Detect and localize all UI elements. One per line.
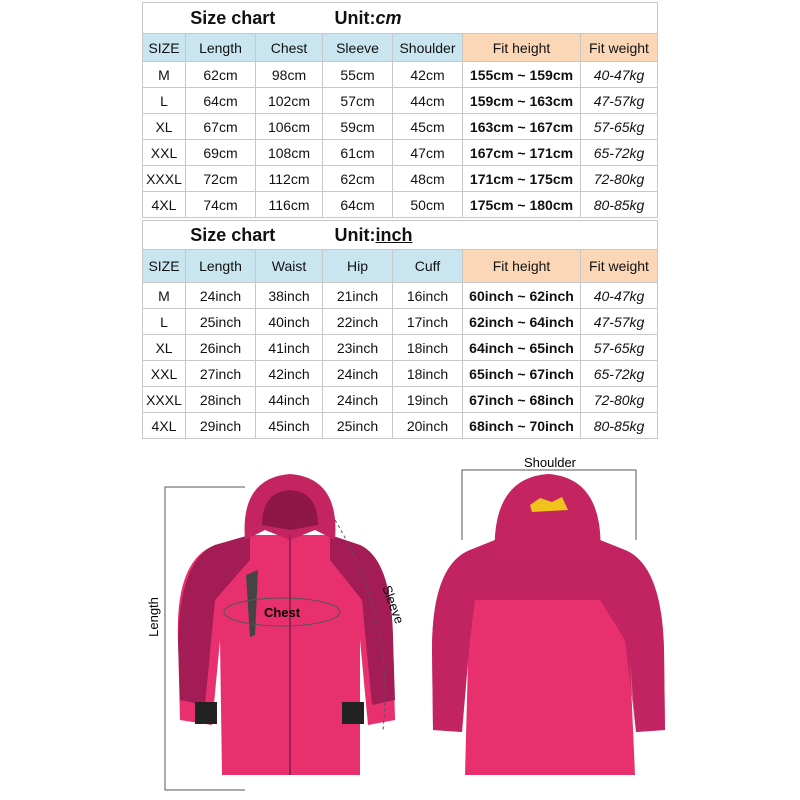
size-row: 4XL 29inch 45inch 25inch 20inch 68inch ~ 70in… <box>142 412 658 439</box>
column-header: Sleeve <box>322 33 393 62</box>
chest-label: Chest <box>264 605 301 620</box>
size-table: Size chart Unit:cm SIZE Length Chest Sleeve Sh… <box>142 2 658 218</box>
size-row: XXL 27inch 42inch 24inch 18inch 65inch ~ 67in… <box>142 360 658 387</box>
cell: 62inch ~ 64inch <box>462 308 581 335</box>
cell: 4XL <box>142 412 186 439</box>
cell: 167cm ~ 171cm <box>462 139 581 166</box>
cell: 24inch <box>185 282 256 309</box>
column-header: SIZE <box>142 249 186 283</box>
cell: 163cm ~ 167cm <box>462 113 581 140</box>
cell: 40-47kg <box>580 61 658 88</box>
cell: 29inch <box>185 412 256 439</box>
cell: 38inch <box>255 282 323 309</box>
cell: 27inch <box>185 360 256 387</box>
unit-label: Unit: <box>334 224 376 245</box>
column-header: Length <box>185 33 256 62</box>
cell: 106cm <box>255 113 323 140</box>
column-header: Shoulder <box>392 33 463 62</box>
cell: 65-72kg <box>580 360 658 387</box>
table-title: Size chart <box>190 224 276 245</box>
cell: 64cm <box>322 191 393 218</box>
cell: 65-72kg <box>580 139 658 166</box>
size-row: M 62cm 98cm 55cm 42cm 155cm ~ 159cm 40-47kg <box>142 61 658 88</box>
cell: 59cm <box>322 113 393 140</box>
cell: 42cm <box>392 61 463 88</box>
column-header: Fit weight <box>580 33 658 62</box>
cell: XXL <box>142 139 186 166</box>
title-cell: Size chart <box>142 2 323 34</box>
column-header: Waist <box>255 249 323 283</box>
cell: 67inch ~ 68inch <box>462 386 581 413</box>
table-title: Size chart <box>190 7 276 28</box>
cell: 24inch <box>322 386 393 413</box>
cell: 50cm <box>392 191 463 218</box>
cell: 47-57kg <box>580 87 658 114</box>
column-header: Cuff <box>392 249 463 283</box>
cell: 175cm ~ 180cm <box>462 191 581 218</box>
title-row: Size chart Unit:cm <box>142 2 658 34</box>
cell: 64cm <box>185 87 256 114</box>
column-header: Length <box>185 249 256 283</box>
front-jacket <box>177 474 395 775</box>
cell: 17inch <box>392 308 463 335</box>
cell: 20inch <box>392 412 463 439</box>
column-header: Fit height <box>462 33 581 62</box>
size-row: XL 67cm 106cm 59cm 45cm 163cm ~ 167cm 57-65kg <box>142 113 658 140</box>
cell: 69cm <box>185 139 256 166</box>
unit-label: Unit: <box>334 7 376 28</box>
cell: 57-65kg <box>580 334 658 361</box>
column-header: Fit weight <box>580 249 658 283</box>
cell: 4XL <box>142 191 186 218</box>
size-table: Size chart Unit:inch SIZE Length Waist Hip Cuf… <box>142 220 658 439</box>
cell: 48cm <box>392 165 463 192</box>
cell: 41inch <box>255 334 323 361</box>
cell: 23inch <box>322 334 393 361</box>
size-row: 4XL 74cm 116cm 64cm 50cm 175cm ~ 180cm 80-85kg <box>142 191 658 218</box>
cell: 22inch <box>322 308 393 335</box>
cell: 44cm <box>392 87 463 114</box>
column-header: SIZE <box>142 33 186 62</box>
cell: 80-85kg <box>580 191 658 218</box>
cell: 16inch <box>392 282 463 309</box>
length-label: Length <box>146 597 161 637</box>
cell: 80-85kg <box>580 412 658 439</box>
back-jacket <box>432 474 665 775</box>
column-header: Chest <box>255 33 323 62</box>
cell: 62cm <box>185 61 256 88</box>
size-row: XL 26inch 41inch 23inch 18inch 64inch ~ 65inc… <box>142 334 658 361</box>
column-header: Hip <box>322 249 393 283</box>
header-row: SIZE Length Chest Sleeve Shoulder Fit height F… <box>142 33 658 62</box>
cell: M <box>142 282 186 309</box>
size-row: XXL 69cm 108cm 61cm 47cm 167cm ~ 171cm 65-72kg <box>142 139 658 166</box>
size-row: L 64cm 102cm 57cm 44cm 159cm ~ 163cm 47-57kg <box>142 87 658 114</box>
cell: 25inch <box>322 412 393 439</box>
cell: 21inch <box>322 282 393 309</box>
cell: 72-80kg <box>580 165 658 192</box>
cell: 67cm <box>185 113 256 140</box>
measure-guides <box>164 469 637 791</box>
cell: 26inch <box>185 334 256 361</box>
cell: 24inch <box>322 360 393 387</box>
cell: 42inch <box>255 360 323 387</box>
unit: cm <box>375 7 402 28</box>
cell: 61cm <box>322 139 393 166</box>
cell: 108cm <box>255 139 323 166</box>
cell: 47cm <box>392 139 463 166</box>
cell: 28inch <box>185 386 256 413</box>
size-row: XXXL 28inch 44inch 24inch 19inch 67inch ~ 68i… <box>142 386 658 413</box>
cell: 25inch <box>185 308 256 335</box>
header-row: SIZE Length Waist Hip Cuff Fit height Fit weig… <box>142 249 658 283</box>
title-cell: Size chart <box>142 220 323 250</box>
size-row: L 25inch 40inch 22inch 17inch 62inch ~ 64inch… <box>142 308 658 335</box>
cell: 155cm ~ 159cm <box>462 61 581 88</box>
cell: 57-65kg <box>580 113 658 140</box>
size-row: XXXL 72cm 112cm 62cm 48cm 171cm ~ 175cm 72-80k… <box>142 165 658 192</box>
unit: inch <box>375 224 413 245</box>
unit-cell: Unit:cm <box>322 2 658 34</box>
shoulder-label: Shoulder <box>524 455 577 470</box>
cell: 116cm <box>255 191 323 218</box>
cell: 102cm <box>255 87 323 114</box>
